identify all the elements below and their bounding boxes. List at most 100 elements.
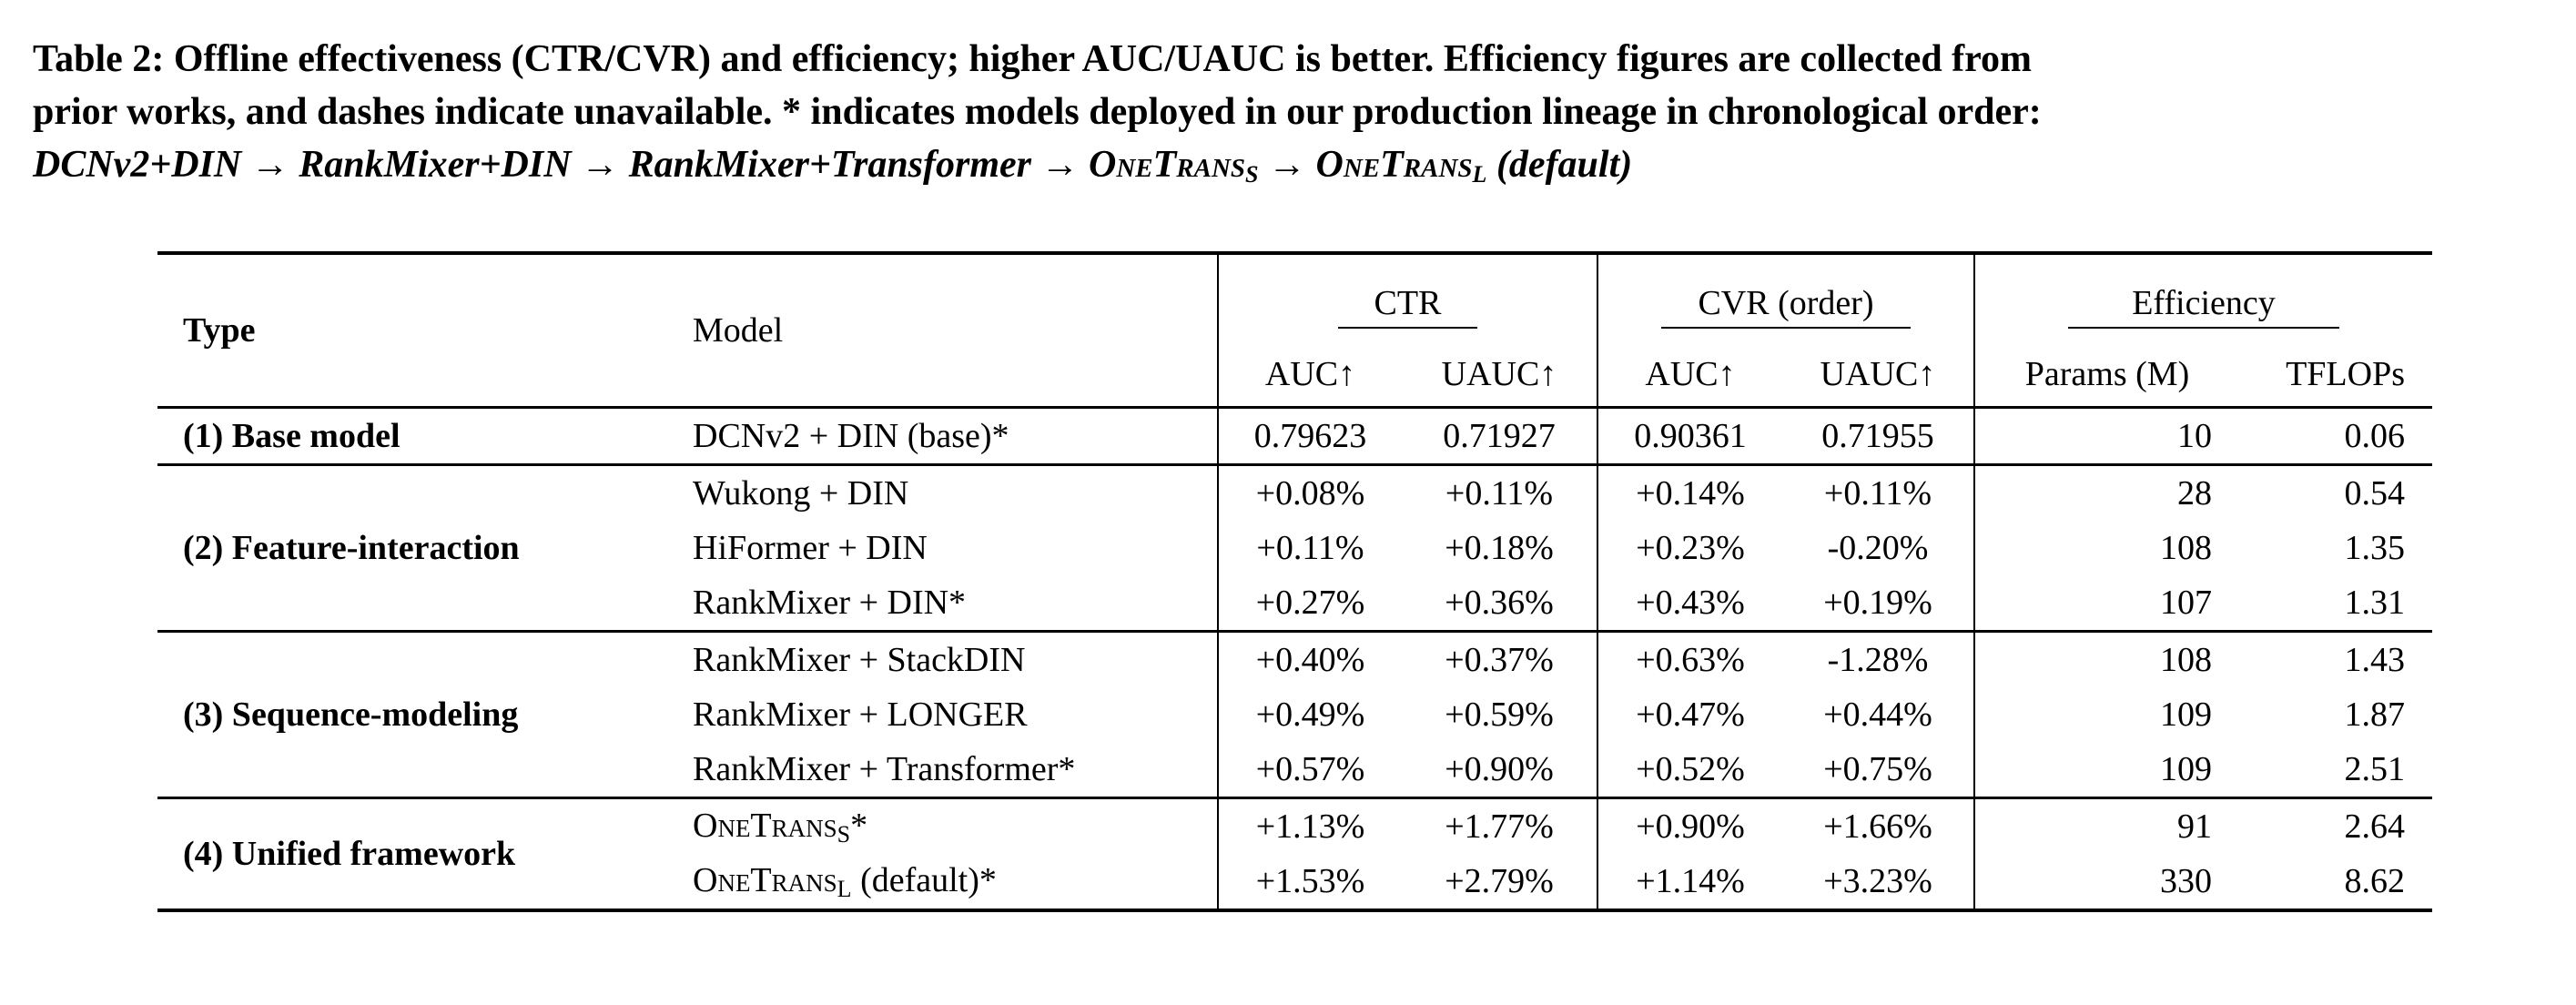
cvr-auc: +0.63% — [1597, 631, 1782, 687]
efficiency-label: Efficiency — [2068, 283, 2339, 329]
cvr-auc: 0.90361 — [1597, 407, 1782, 465]
model-name: OneTrans — [693, 806, 837, 845]
group-type: (3) Sequence-modeling — [183, 695, 519, 734]
table-row: (2) Feature-interaction Wukong + DIN +0.08… — [157, 464, 2432, 567]
model-suffix: (default)* — [851, 860, 997, 899]
cvr-auc: +1.14% — [1597, 854, 1782, 910]
header-params: Params (M) — [1973, 342, 2239, 408]
ctr-auc: +0.49% — [1217, 687, 1402, 742]
params: 109 — [1973, 687, 2239, 742]
group-type: (2) Feature-interaction — [183, 529, 520, 567]
header-model: Model — [693, 311, 784, 350]
model-name: RankMixer + LONGER — [693, 695, 1028, 734]
model-cell: RankMixer + StackDIN — [674, 632, 1218, 688]
ctr-label: CTR — [1337, 283, 1478, 329]
caption-lineage: DCNv2+DIN → RankMixer+DIN → RankMixer+Tr… — [33, 144, 1090, 186]
caption-line-3: DCNv2+DIN → RankMixer+DIN → RankMixer+Tr… — [33, 138, 2563, 201]
ctr-auc: +1.53% — [1217, 854, 1402, 910]
header-cvr-auc: AUC↑ — [1597, 342, 1782, 408]
table-row: RankMixer + LONGER +0.49% +0.59% +0.47% +0.4… — [157, 687, 2432, 742]
model-name: RankMixer + Transformer* — [693, 750, 1076, 788]
cvr-auc: +0.23% — [1597, 521, 1782, 575]
cvr-auc: +0.90% — [1597, 797, 1782, 854]
group-type: (4) Unified framework — [183, 835, 516, 873]
model-name: HiFormer + DIN — [693, 529, 928, 567]
cvr-uauc: +0.11% — [1823, 474, 1932, 513]
tflops: 1.35 — [2344, 529, 2406, 567]
model-name: OneTrans — [693, 860, 837, 899]
table-row: RankMixer + DIN* +0.27% +0.36% +0.43% +0.19%… — [157, 575, 2432, 632]
model-name: Wukong + DIN — [693, 474, 909, 513]
cvr-auc: +0.47% — [1597, 687, 1782, 742]
tflops: 8.62 — [2344, 862, 2406, 900]
ctr-auc: +0.27% — [1217, 575, 1402, 632]
ctr-uauc: 0.71927 — [1443, 417, 1556, 455]
tflops: 2.51 — [2344, 750, 2406, 788]
default-label: (default) — [1486, 144, 1633, 186]
model-cell: RankMixer + DIN* — [674, 575, 1218, 632]
ctr-uauc: +1.77% — [1445, 807, 1554, 846]
cvr-auc: +0.52% — [1597, 742, 1782, 798]
onetrans-name: OneTrans — [1089, 144, 1246, 186]
model-cell: RankMixer + LONGER — [674, 687, 1218, 742]
table-row: (3) Sequence-modeling RankMixer + StackDI… — [157, 631, 2432, 734]
tflops: 0.54 — [2344, 474, 2406, 513]
onetrans-name: OneTrans — [1315, 144, 1473, 186]
cvr-uauc: 0.71955 — [1821, 417, 1934, 455]
ctr-auc: +0.40% — [1217, 631, 1402, 687]
tflops: 1.43 — [2344, 641, 2406, 679]
params: 10 — [1973, 407, 2239, 465]
cvr-uauc: +0.44% — [1823, 695, 1932, 734]
ctr-auc: +1.13% — [1217, 797, 1402, 854]
model-suffix: * — [850, 806, 868, 845]
tflops: 2.64 — [2344, 807, 2406, 846]
table-row: RankMixer + Transformer* +0.57% +0.90% +0.5… — [157, 742, 2432, 798]
table-row: HiFormer + DIN +0.11% +0.18% +0.23% -0.20% 10… — [157, 521, 2432, 575]
table-caption: Table 2: Offline effectiveness (CTR/CVR)… — [33, 33, 2563, 201]
header-row: Type Model CTR CVR (order) Efficiency — [157, 253, 2432, 350]
model-cell: HiFormer + DIN — [674, 521, 1218, 575]
ctr-uauc: +0.59% — [1445, 695, 1554, 734]
model-name: DCNv2 + DIN (base)* — [693, 417, 1009, 455]
ctr-uauc: +0.11% — [1445, 474, 1554, 513]
ctr-uauc: +2.79% — [1445, 862, 1554, 900]
cvr-uauc: +0.19% — [1823, 584, 1932, 622]
header-cvr-uauc: UAUC↑ — [1820, 355, 1936, 393]
cvr-auc: +0.14% — [1597, 464, 1782, 521]
params: 108 — [1973, 631, 2239, 687]
cvr-uauc: -0.20% — [1827, 529, 1929, 567]
header-ctr-auc: AUC↑ — [1217, 342, 1402, 408]
ctr-uauc: +0.36% — [1445, 584, 1554, 622]
header-tflops: TFLOPs — [2286, 355, 2405, 393]
table-row: (1) Base model DCNv2 + DIN (base)* 0.79623… — [157, 407, 2432, 465]
results-table: Type Model CTR CVR (order) Efficiency AU… — [157, 251, 2432, 912]
cvr-auc: +0.43% — [1597, 575, 1782, 632]
params: 28 — [1973, 464, 2239, 521]
subscript: L — [1472, 161, 1487, 188]
model-cell: RankMixer + Transformer* — [674, 742, 1218, 798]
params: 109 — [1973, 742, 2239, 798]
group-type: (1) Base model — [183, 417, 401, 455]
caption-line-2: prior works, and dashes indicate unavail… — [33, 91, 2042, 133]
tflops: 1.87 — [2344, 695, 2406, 734]
model-name: RankMixer + StackDIN — [693, 641, 1026, 679]
model-cell: DCNv2 + DIN (base)* — [674, 408, 1218, 465]
arrow: → — [1258, 144, 1316, 186]
model-cell: OneTransL (default)* — [674, 854, 1218, 910]
tflops: 0.06 — [2344, 417, 2406, 455]
caption-line-1: Table 2: Offline effectiveness (CTR/CVR)… — [33, 38, 2033, 80]
model-cell: Wukong + DIN — [674, 465, 1218, 522]
cvr-label: CVR (order) — [1661, 283, 1911, 329]
model-name: RankMixer + DIN* — [693, 584, 967, 622]
model-subscript: S — [837, 820, 851, 848]
model-cell: OneTransS* — [674, 798, 1218, 855]
model-subscript: L — [837, 875, 852, 902]
header-ctr-uauc: UAUC↑ — [1441, 355, 1557, 393]
params: 91 — [1973, 797, 2239, 854]
ctr-uauc: +0.18% — [1445, 529, 1554, 567]
header-cvr: CVR (order) — [1597, 253, 1974, 342]
table-row: (4) Unified framework OneTransS* +1.13% +1.… — [157, 797, 2432, 873]
header-type: Type — [183, 311, 256, 350]
ctr-auc: +0.11% — [1217, 521, 1402, 575]
subheader-row: AUC↑ UAUC↑ AUC↑ UAUC↑ Params (M) TFLOPs — [157, 342, 2432, 408]
